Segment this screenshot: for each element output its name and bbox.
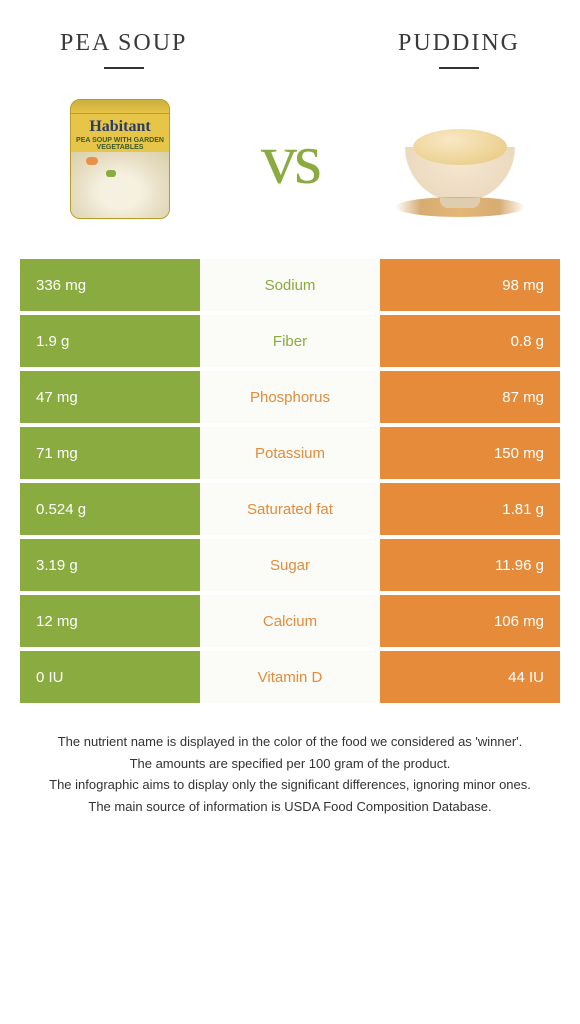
footer-line: The nutrient name is displayed in the co… <box>35 732 545 752</box>
pudding-icon <box>405 117 515 202</box>
nutrient-name: Fiber <box>200 315 380 367</box>
nutrient-table: 336 mgSodium98 mg1.9 gFiber0.8 g47 mgPho… <box>20 259 560 703</box>
images-row: Habitant PEA SOUP WITH GARDEN VEGETABLES… <box>20 74 560 259</box>
header: Pea soup Pudding <box>20 20 560 74</box>
left-value: 12 mg <box>20 595 200 647</box>
left-food-title: Pea soup <box>60 30 187 69</box>
nutrient-name: Sugar <box>200 539 380 591</box>
left-value: 336 mg <box>20 259 200 311</box>
footer-line: The infographic aims to display only the… <box>35 775 545 795</box>
left-value: 47 mg <box>20 371 200 423</box>
right-value: 106 mg <box>380 595 560 647</box>
footer-line: The main source of information is USDA F… <box>35 797 545 817</box>
table-row: 0.524 gSaturated fat1.81 g <box>20 483 560 535</box>
can-line: PEA SOUP WITH GARDEN VEGETABLES <box>71 136 169 152</box>
table-row: 336 mgSodium98 mg <box>20 259 560 311</box>
nutrient-name: Phosphorus <box>200 371 380 423</box>
table-row: 47 mgPhosphorus87 mg <box>20 371 560 423</box>
left-value: 3.19 g <box>20 539 200 591</box>
comparison-infographic: Pea soup Pudding Habitant PEA SOUP WITH … <box>0 0 580 848</box>
right-value: 150 mg <box>380 427 560 479</box>
right-food-title: Pudding <box>398 30 520 69</box>
nutrient-name: Sodium <box>200 259 380 311</box>
nutrient-name: Vitamin D <box>200 651 380 703</box>
right-value: 98 mg <box>380 259 560 311</box>
footer-line: The amounts are specified per 100 gram o… <box>35 754 545 774</box>
right-value: 11.96 g <box>380 539 560 591</box>
table-row: 71 mgPotassium150 mg <box>20 427 560 479</box>
table-row: 3.19 gSugar11.96 g <box>20 539 560 591</box>
left-value: 71 mg <box>20 427 200 479</box>
left-value: 0 IU <box>20 651 200 703</box>
table-row: 12 mgCalcium106 mg <box>20 595 560 647</box>
right-value: 0.8 g <box>380 315 560 367</box>
left-value: 0.524 g <box>20 483 200 535</box>
table-row: 0 IUVitamin D44 IU <box>20 651 560 703</box>
nutrient-name: Potassium <box>200 427 380 479</box>
vs-label: vs <box>261 118 319 201</box>
nutrient-name: Saturated fat <box>200 483 380 535</box>
right-value: 87 mg <box>380 371 560 423</box>
left-food-image: Habitant PEA SOUP WITH GARDEN VEGETABLES <box>50 89 190 229</box>
left-value: 1.9 g <box>20 315 200 367</box>
right-food-image <box>390 89 530 229</box>
can-brand: Habitant <box>71 114 169 136</box>
footer-notes: The nutrient name is displayed in the co… <box>20 707 560 816</box>
right-value: 44 IU <box>380 651 560 703</box>
table-row: 1.9 gFiber0.8 g <box>20 315 560 367</box>
soup-can-icon: Habitant PEA SOUP WITH GARDEN VEGETABLES <box>70 99 170 219</box>
right-value: 1.81 g <box>380 483 560 535</box>
nutrient-name: Calcium <box>200 595 380 647</box>
